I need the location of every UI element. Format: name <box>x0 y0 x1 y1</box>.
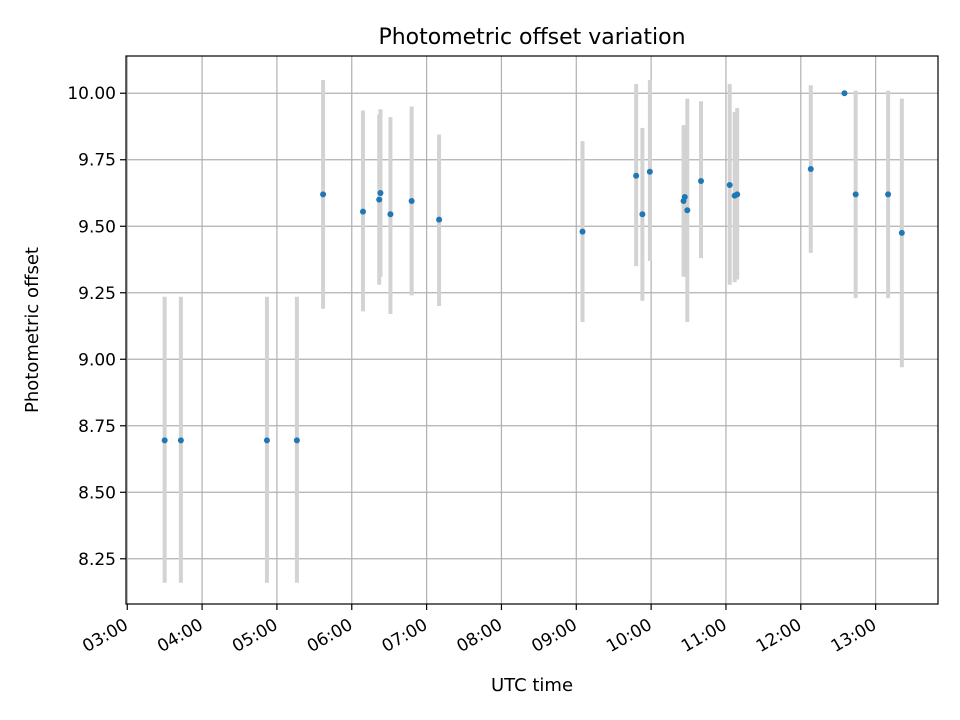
y-tick-label: 9.75 <box>78 151 116 171</box>
data-point <box>684 207 691 214</box>
data-point <box>376 196 383 203</box>
data-point <box>885 191 892 198</box>
y-tick-label: 8.50 <box>78 483 116 503</box>
chart-title: Photometric offset variation <box>378 25 685 50</box>
data-point <box>320 191 327 198</box>
data-point <box>293 437 300 444</box>
data-point <box>436 216 443 223</box>
data-point <box>263 437 270 444</box>
data-point <box>633 172 640 179</box>
data-point <box>579 228 586 235</box>
y-tick-label: 8.75 <box>78 417 116 437</box>
data-point <box>359 208 366 215</box>
data-point <box>726 182 733 189</box>
y-tick-label: 8.25 <box>78 550 116 570</box>
data-point <box>177 437 184 444</box>
y-axis-label: Photometric offset <box>22 247 43 413</box>
y-tick-label: 9.50 <box>78 217 116 237</box>
data-point <box>734 191 741 198</box>
x-axis-label: UTC time <box>491 675 573 696</box>
data-point <box>646 168 653 175</box>
data-point <box>852 191 859 198</box>
y-tick-label: 9.25 <box>78 284 116 304</box>
data-point <box>681 193 688 200</box>
data-points <box>161 90 905 444</box>
grid-lines <box>126 56 938 604</box>
y-tick-label: 10.00 <box>67 84 116 104</box>
data-point <box>377 190 384 196</box>
data-point <box>161 437 168 444</box>
y-axis-ticks: 8.25 8.50 8.75 9.00 9.25 9.50 9.75 10.00 <box>67 84 126 570</box>
data-point <box>898 229 905 236</box>
data-point <box>408 197 415 204</box>
data-point <box>807 166 814 173</box>
plot-frame <box>125 55 939 605</box>
data-point <box>639 211 646 218</box>
data-point <box>841 90 848 97</box>
data-point <box>387 211 394 218</box>
y-tick-label: 9.00 <box>78 350 116 370</box>
data-point <box>698 178 705 185</box>
